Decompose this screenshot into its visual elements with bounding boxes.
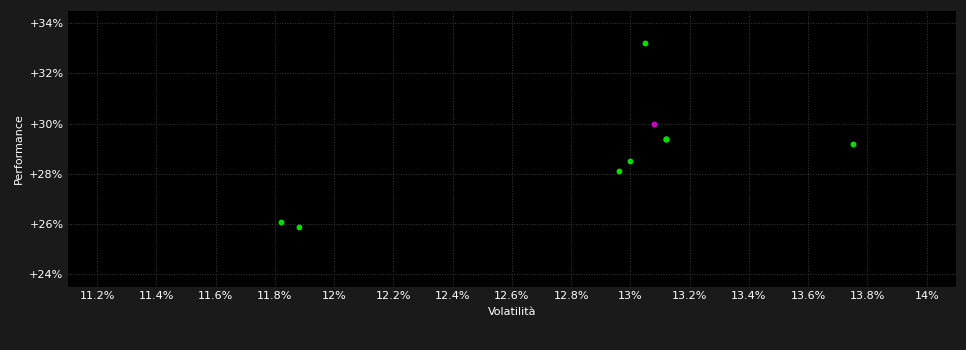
Point: [638, 40, 653, 46]
Y-axis label: Performance: Performance: [14, 113, 23, 184]
Point: [845, 141, 861, 147]
Point: [623, 159, 639, 164]
Point: [273, 219, 289, 224]
Point: [658, 136, 673, 141]
Point: [291, 224, 306, 230]
X-axis label: Volatilità: Volatilità: [488, 307, 536, 317]
Point: [646, 121, 662, 126]
Point: [611, 169, 626, 174]
